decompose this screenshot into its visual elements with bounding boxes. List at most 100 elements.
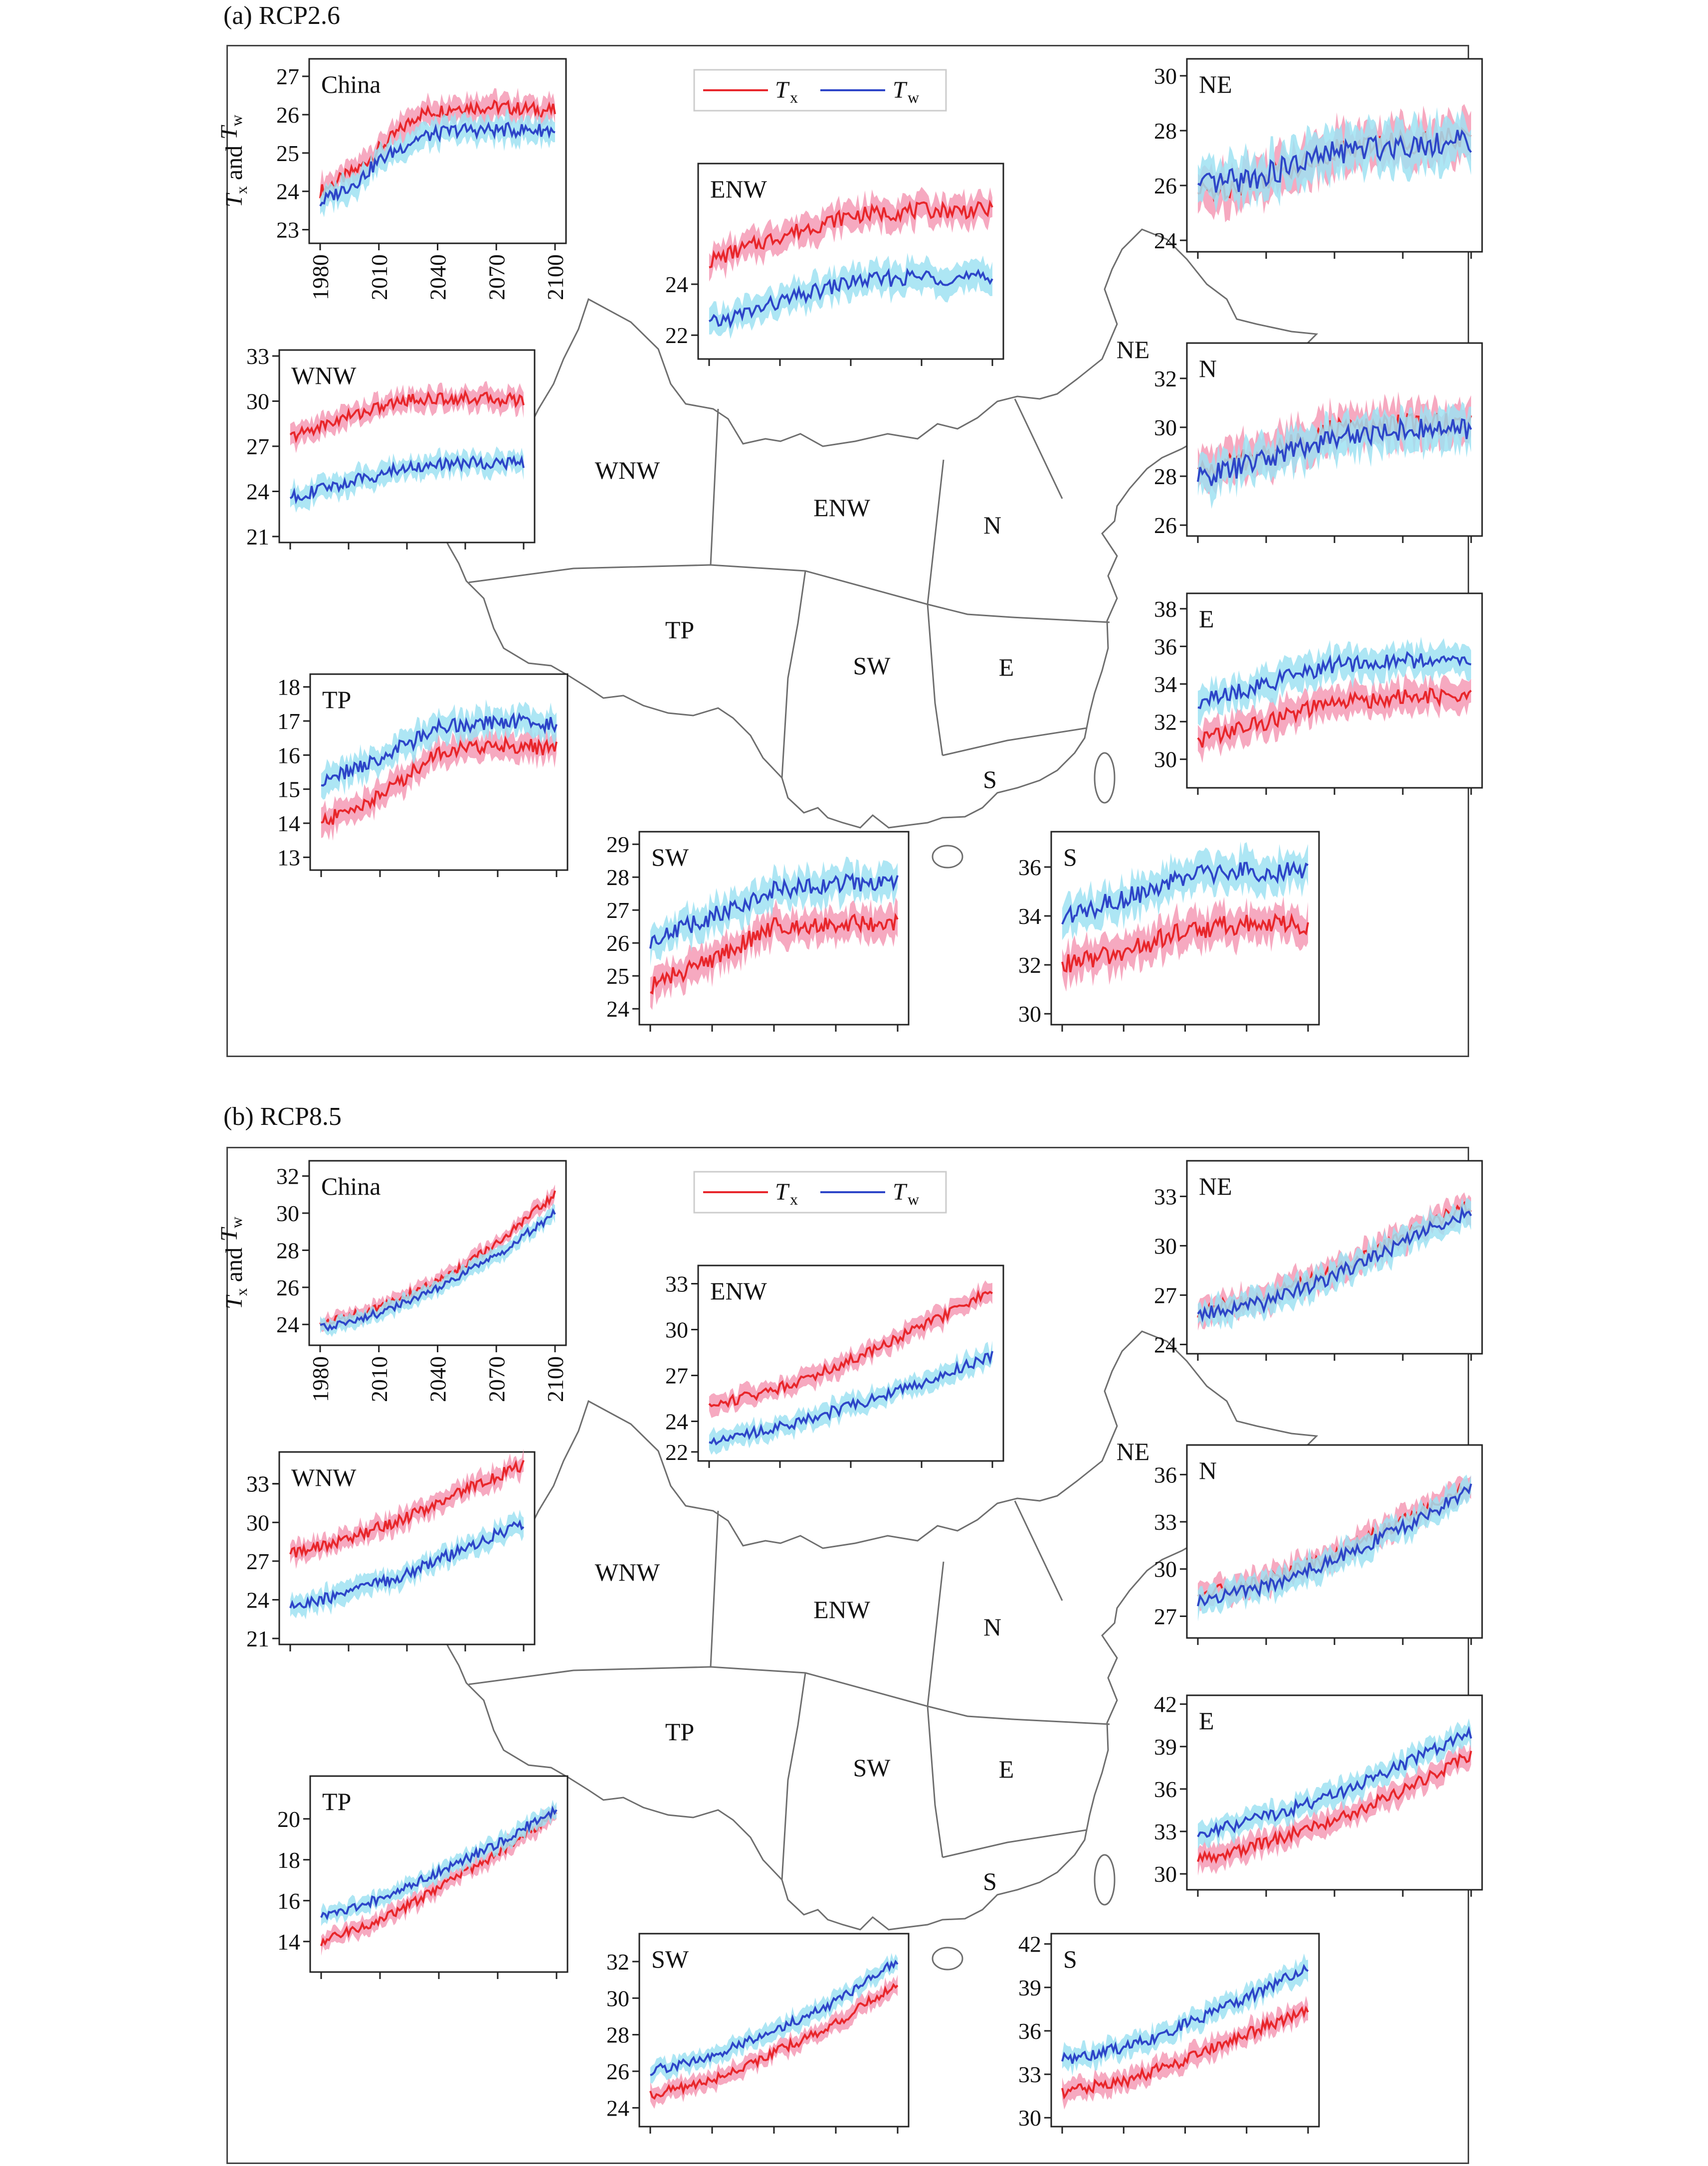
series-tx-band (321, 722, 557, 841)
y-tick-label: 15 (277, 777, 300, 802)
x-tick-label: 2040 (425, 1356, 451, 1402)
series-tw-band (709, 253, 992, 339)
series-tx-band (650, 898, 898, 1010)
y-tick-label: 29 (606, 832, 629, 857)
y-tick-label: 30 (1154, 1233, 1177, 1259)
panel-b-label: (b) RCP8.5 (223, 1102, 342, 1131)
region-boundary (468, 1666, 928, 1707)
series-tw-line (709, 1351, 993, 1446)
series-tw-band (650, 1953, 898, 2084)
series-tx-line (1061, 912, 1309, 973)
series-tx-line (321, 735, 558, 826)
map-label-ne: NE (1117, 336, 1150, 363)
inset-n-1: 27 30 33 36 N (1154, 1444, 1483, 1645)
region-boundary (1014, 1500, 1063, 1601)
inset-s-1: 30 33 36 39 42 S (1018, 1932, 1320, 2134)
y-tick-label: 16 (277, 742, 300, 768)
series-tw-line (1197, 651, 1472, 710)
y-tick-label: 38 (1154, 596, 1177, 622)
y-axis-label-part: x (232, 1288, 250, 1296)
series-tx-line (1197, 687, 1472, 748)
series-tx-band (290, 381, 524, 453)
series-tx-line (650, 912, 899, 995)
inset-frame (697, 163, 1004, 360)
region-boundary (1014, 398, 1063, 499)
y-tick-label: 24 (276, 1312, 299, 1337)
inset-ne-1: 24 27 30 33 NE (1154, 1160, 1483, 1361)
legend-tx-sub: x (790, 88, 798, 106)
map-label-s: S (983, 765, 997, 793)
x-tick-label: 2100 (543, 254, 568, 300)
y-tick-label: 17 (277, 709, 300, 734)
panel-b-frame (226, 1147, 1469, 2164)
series-tx-line (289, 1459, 525, 1558)
map-label-enw: ENW (813, 494, 871, 522)
series-tx-line (708, 1289, 993, 1408)
series-tx-line (1197, 1751, 1472, 1864)
inset-wnw-0: 21 24 27 30 33 WNW (246, 344, 536, 549)
y-tick-label: 24 (606, 2095, 629, 2121)
inset-title: E (1199, 1707, 1214, 1735)
y-tick-label: 26 (276, 1275, 299, 1300)
legend-box (693, 69, 947, 112)
y-tick-label: 22 (665, 1440, 688, 1465)
inset-title: TP (322, 686, 351, 714)
y-axis-label-part: T (221, 1294, 247, 1309)
region-boundary (942, 727, 1088, 756)
y-tick-label: 28 (1154, 118, 1177, 144)
series-tw-band (1198, 1197, 1471, 1330)
inset-title: NE (1199, 1172, 1232, 1200)
y-tick-label: 21 (246, 524, 269, 549)
y-tick-label: 30 (1154, 1557, 1177, 1582)
inset-frame (308, 58, 567, 244)
y-tick-label: 27 (246, 1549, 269, 1574)
y-tick-label: 28 (606, 865, 629, 890)
y-tick-label: 24 (246, 479, 269, 505)
series-tw-band (320, 109, 555, 217)
series-tw-line (320, 1208, 556, 1332)
y-axis-label-part: T (216, 125, 242, 140)
china-outline (437, 228, 1319, 829)
y-tick-label: 24 (665, 272, 688, 297)
inset-title: SW (651, 1945, 689, 1973)
y-tick-label: 18 (277, 1847, 300, 1873)
region-boundary (781, 1672, 806, 1880)
china-outline (437, 1330, 1319, 1931)
panel-a-label: (a) RCP2.6 (223, 1, 340, 30)
y-tick-label: 36 (1154, 634, 1177, 659)
x-tick-label: 1980 (308, 254, 333, 300)
y-tick-label: 36 (1018, 2018, 1041, 2044)
inset-frame (278, 349, 536, 543)
y-tick-label: 32 (1018, 952, 1041, 978)
region-boundary (468, 564, 928, 605)
series-tw-line (321, 712, 558, 787)
y-tick-label: 25 (606, 963, 629, 989)
series-tx-line (709, 199, 993, 269)
inset-tp-1: 14 16 18 20 TP (277, 1775, 569, 1979)
series-tw-line (289, 1519, 525, 1609)
y-tick-label: 36 (1154, 1777, 1177, 1802)
inset-ne-0: 24 26 28 30 NE (1154, 58, 1483, 259)
inset-title: NE (1199, 70, 1232, 98)
series-tw-line (1197, 129, 1472, 193)
y-tick-label: 33 (1154, 1509, 1177, 1535)
inset-title: China (321, 1172, 380, 1200)
series-tx-band (650, 1975, 898, 2109)
inset-enw-0: 22 24 ENW (665, 163, 1004, 366)
inset-frame (1186, 1160, 1483, 1355)
series-tw-band (1198, 107, 1471, 214)
region-boundary (710, 408, 719, 565)
inset-title: N (1199, 1456, 1217, 1484)
y-tick-label: 33 (1018, 2062, 1041, 2087)
map-label-ne: NE (1117, 1438, 1150, 1465)
y-axis-label-part: and (221, 1242, 247, 1288)
y-tick-label: 32 (276, 1164, 299, 1189)
inset-title: S (1063, 843, 1077, 871)
inset-title: ENW (710, 1277, 767, 1305)
series-tw-line (650, 1960, 899, 2076)
y-tick-label: 27 (1154, 1604, 1177, 1629)
series-tx-band (320, 88, 555, 211)
series-tw-line (649, 872, 899, 949)
